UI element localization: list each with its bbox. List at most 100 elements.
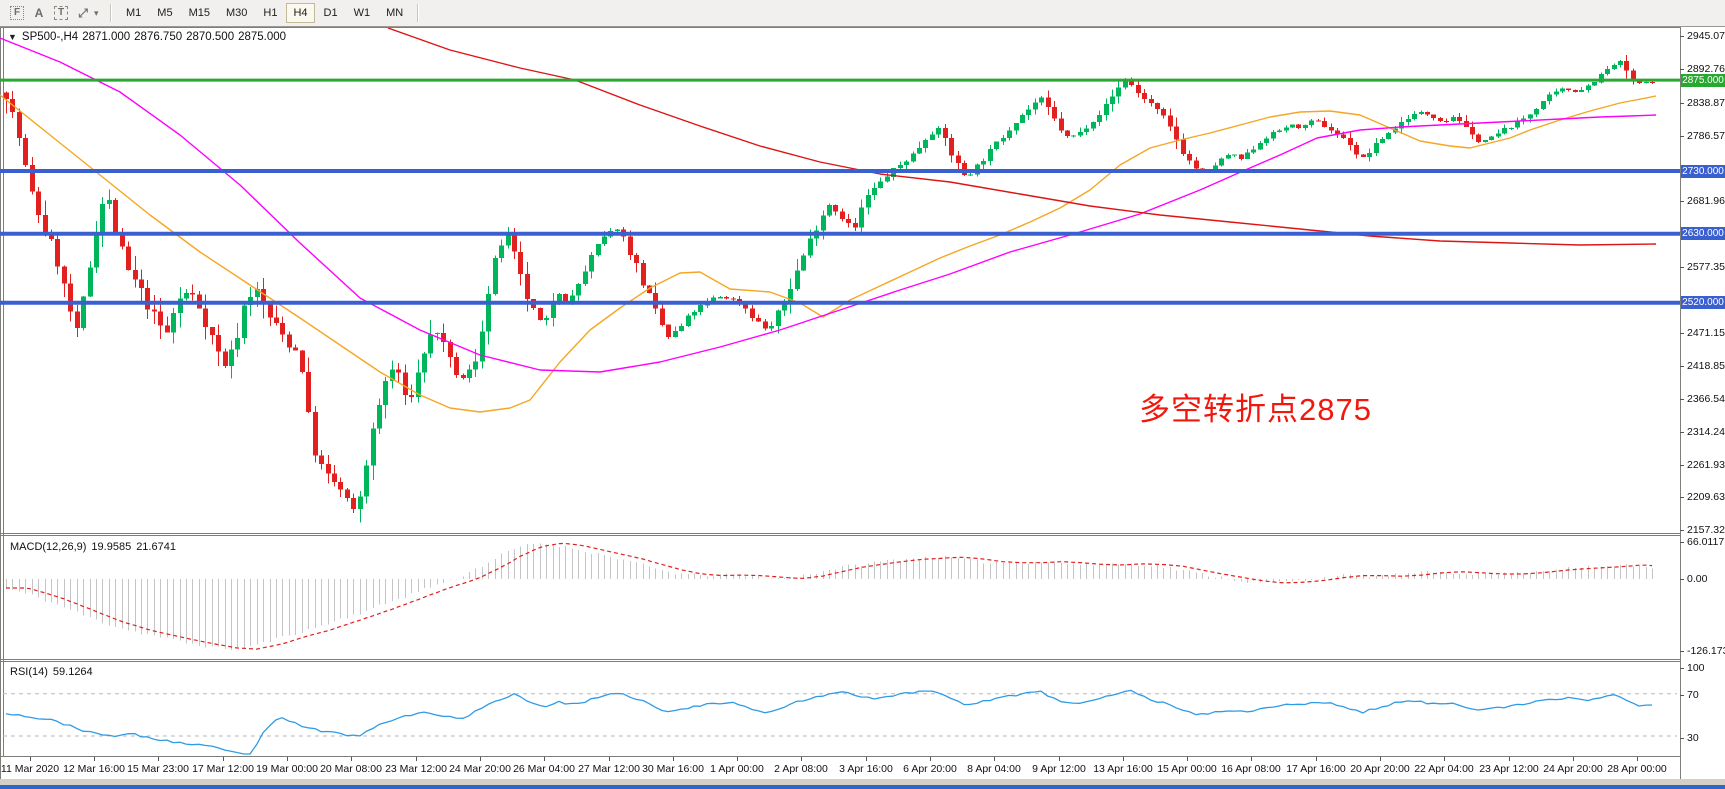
- price-axis[interactable]: 2945.070 2892.765 2838.875 2786.570 2681.960…: [1680, 27, 1725, 789]
- timeframe-button-m1[interactable]: M1: [119, 3, 148, 23]
- price-tick-2945.070-tick: [1680, 36, 1684, 37]
- time-tick: [673, 757, 674, 761]
- timeframe-button-h1[interactable]: H1: [256, 3, 284, 23]
- time-label: 8 Apr 04:00: [967, 763, 1021, 775]
- macd-tick--126.173: -126.173: [1687, 645, 1725, 657]
- price-tick-2314.240: 2314.240: [1687, 426, 1725, 438]
- window-left-border: [0, 27, 1, 789]
- price-tick-2418.850-tick: [1680, 366, 1684, 367]
- mid-ma-magenta: [0, 37, 1657, 373]
- time-tick: [801, 757, 802, 761]
- time-tick: [94, 757, 95, 761]
- time-label: 30 Mar 16:00: [642, 763, 704, 775]
- time-tick: [1123, 757, 1124, 761]
- price-tick-2157.325: 2157.325: [1687, 524, 1725, 536]
- dropdown-caret-icon[interactable]: ▾: [94, 7, 99, 18]
- macd-tick--126.173-tick: [1680, 651, 1684, 652]
- macd-label: MACD(12,26,9) 19.9585 21.6741: [10, 541, 181, 553]
- toolbar-chart-divider: [1, 27, 1725, 28]
- candlesticks: [4, 55, 1655, 523]
- window-bottom-edge: [0, 785, 1725, 789]
- macd-name: MACD(12,26,9): [10, 541, 87, 553]
- time-tick: [737, 757, 738, 761]
- price-tick-2577.350-tick: [1680, 267, 1684, 268]
- timeframe-button-d1[interactable]: D1: [317, 3, 345, 23]
- price-tick-2418.850: 2418.850: [1687, 360, 1725, 372]
- macd-rsi-divider[interactable]: [1, 659, 1680, 660]
- macd-signal-value: 21.6741: [136, 541, 176, 553]
- toolbar-separator-2: [417, 4, 420, 22]
- fast-ma-orange: [0, 94, 1657, 413]
- rsi-tick-70: 70: [1687, 689, 1699, 701]
- macd-tick-0.00: 0.00: [1687, 573, 1708, 585]
- time-tick: [866, 757, 867, 761]
- time-axis[interactable]: 11 Mar 2020 12 Mar 16:00 15 Mar 23:00 17 Ma…: [1, 757, 1680, 779]
- time-tick: [351, 757, 352, 761]
- timeframe-button-w1[interactable]: W1: [347, 3, 378, 23]
- price-tick-2681.960: 2681.960: [1687, 195, 1725, 207]
- time-label: 24 Mar 20:00: [449, 763, 511, 775]
- macd-histogram: [6, 543, 1653, 650]
- label-a-icon[interactable]: A: [34, 6, 44, 20]
- macd-tick-0.00-tick: [1680, 579, 1684, 580]
- time-label: 17 Apr 16:00: [1286, 763, 1346, 775]
- timeframe-button-mn[interactable]: MN: [379, 3, 410, 23]
- time-tick: [1380, 757, 1381, 761]
- time-label: 3 Apr 16:00: [839, 763, 893, 775]
- templates-icon[interactable]: F: [6, 3, 28, 23]
- price-tick-2838.875-tick: [1680, 103, 1684, 104]
- price-tick-2261.935: 2261.935: [1687, 459, 1725, 471]
- price-tick-2892.765-tick: [1680, 69, 1684, 70]
- pivot-annotation-text: 多空转折点2875: [1139, 392, 1372, 427]
- rsi-value: 59.1264: [52, 666, 93, 678]
- price-chart-panel[interactable]: [0, 28, 1680, 533]
- rsi-panel[interactable]: [0, 662, 1680, 756]
- symbol-dropdown-icon[interactable]: ▼: [8, 32, 17, 42]
- price-tick-2838.875: 2838.875: [1687, 97, 1725, 109]
- price-macd-divider[interactable]: [1, 533, 1680, 534]
- price-tick-2892.765: 2892.765: [1687, 63, 1725, 75]
- time-tick: [1509, 757, 1510, 761]
- ohlc-open: 2871.000: [82, 31, 131, 43]
- time-label: 20 Mar 08:00: [320, 763, 382, 775]
- price-tick-2314.240-tick: [1680, 432, 1684, 433]
- rsi-line: [5, 689, 1653, 755]
- macd-tick-66.0117-tick: [1680, 542, 1684, 543]
- timeframe-button-m15[interactable]: M15: [182, 3, 217, 23]
- time-label: 9 Apr 12:00: [1032, 763, 1086, 775]
- cursor-arrows-icon[interactable]: ⤢: [78, 5, 88, 20]
- price-tick-2577.350: 2577.350: [1687, 261, 1725, 273]
- symbol-period: SP500-,H4: [21, 31, 79, 43]
- rsi-tick-70-tick: [1680, 695, 1684, 696]
- rsi-tick-100-tick: [1680, 668, 1684, 669]
- text-tool-icon[interactable]: T: [50, 3, 72, 23]
- time-tick: [609, 757, 610, 761]
- price-badge-2630.000: 2630.000: [1681, 227, 1725, 240]
- price-tick-2157.325-tick: [1680, 530, 1684, 531]
- price-macd-divider-2: [1, 535, 1680, 536]
- price-tick-2786.570: 2786.570: [1687, 130, 1725, 142]
- time-label: 23 Apr 12:00: [1479, 763, 1539, 775]
- time-label: 17 Mar 12:00: [192, 763, 254, 775]
- toolbar-separator: [110, 4, 112, 22]
- time-label: 20 Apr 20:00: [1350, 763, 1410, 775]
- timeframe-button-h4[interactable]: H4: [286, 3, 315, 23]
- rsi-tick-30-tick: [1680, 738, 1684, 739]
- time-tick: [223, 757, 224, 761]
- timeframe-button-m5[interactable]: M5: [150, 3, 179, 23]
- time-tick: [1187, 757, 1188, 761]
- macd-panel[interactable]: [0, 536, 1680, 659]
- time-label: 13 Apr 16:00: [1093, 763, 1153, 775]
- price-badge-2520.000: 2520.000: [1681, 296, 1725, 309]
- time-label: 2 Apr 08:00: [774, 763, 828, 775]
- time-label: 15 Mar 23:00: [127, 763, 189, 775]
- time-tick: [416, 757, 417, 761]
- time-label: 22 Apr 04:00: [1414, 763, 1474, 775]
- time-label: 24 Apr 20:00: [1543, 763, 1603, 775]
- timeframe-button-m30[interactable]: M30: [219, 3, 254, 23]
- toolbar: F A T ⤢ ▾ M1 M5 M15 M30 H1 H4 D1 W1 MN: [0, 0, 1725, 27]
- time-label: 28 Apr 00:00: [1607, 763, 1667, 775]
- slow-ma-red: [387, 28, 1657, 246]
- price-tick-2366.545: 2366.545: [1687, 393, 1725, 405]
